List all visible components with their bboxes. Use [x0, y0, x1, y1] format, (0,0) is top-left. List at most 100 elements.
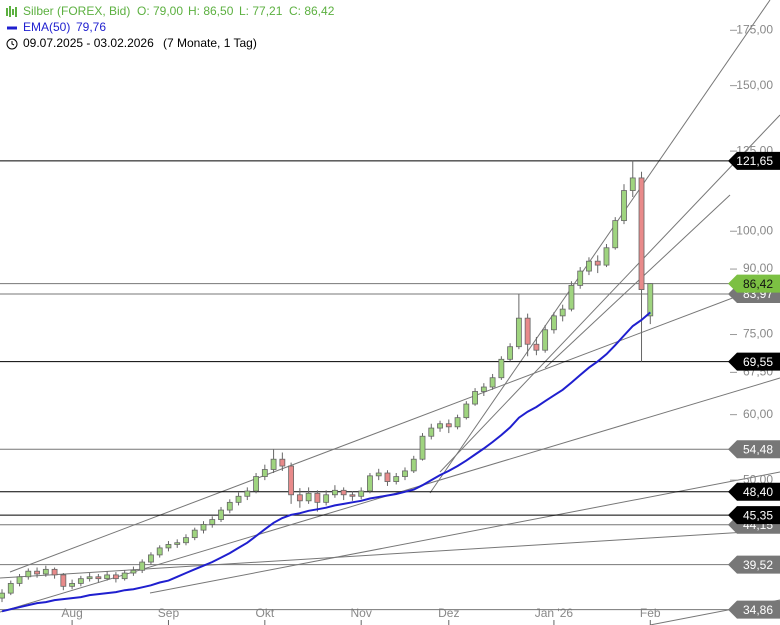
candle-body [86, 576, 93, 580]
candle-body [577, 270, 584, 286]
candle-body [323, 494, 330, 503]
candle-body [51, 568, 58, 576]
candle-body [568, 284, 575, 310]
candle-body [95, 576, 102, 580]
candle-body [358, 490, 365, 497]
level-tag [728, 555, 780, 574]
level-tag-label: 34,86 [743, 603, 773, 617]
candle-body [235, 495, 242, 503]
candle-body [16, 576, 23, 584]
trend-line [149, 471, 780, 594]
candle-body [104, 574, 111, 580]
candle-body [472, 391, 478, 405]
candle-body [419, 435, 426, 460]
trend-line [544, 194, 731, 369]
instrument-name: Silber (FOREX, Bid) [23, 4, 130, 18]
candle-body [402, 470, 408, 477]
candle-body [200, 523, 207, 531]
candle-body [428, 427, 435, 437]
candle-body [34, 570, 40, 575]
ema-name: EMA(50) [23, 20, 70, 34]
candle-body [515, 317, 522, 348]
x-tick-label: Feb [640, 606, 661, 620]
candle-body [60, 574, 67, 587]
candle-body [489, 377, 496, 388]
level-tag-label: 86,42 [743, 277, 773, 291]
trend-line [9, 279, 780, 573]
candle-body [148, 554, 154, 563]
candle-body [156, 547, 163, 556]
ema-last: 79,76 [76, 20, 106, 34]
candle-body [288, 465, 295, 496]
candle-body [603, 247, 610, 266]
candle-body [559, 308, 566, 317]
candle-body [332, 489, 338, 496]
level-tag [728, 506, 780, 525]
level-tag-label: 54,48 [743, 442, 773, 456]
ohlc-low: L: 77,21 [239, 4, 283, 18]
y-tick-label: 150,00 [736, 78, 773, 92]
x-tick-label: Dez [438, 606, 459, 620]
candle-body [375, 472, 382, 477]
candle-body [244, 490, 251, 497]
y-tick-label: 100,00 [736, 223, 773, 237]
x-tick-label: Sep [158, 606, 180, 620]
level-tag-label: 39,52 [743, 558, 773, 572]
candle-body [594, 260, 601, 266]
candle-body [480, 386, 487, 392]
period-note: (7 Monate, 1 Tag) [163, 36, 257, 50]
candle-body [112, 574, 119, 580]
candle-body [261, 469, 268, 477]
level-tag-label: 121,65 [736, 154, 773, 168]
candle-body [121, 572, 128, 580]
x-tick-label: Okt [255, 606, 274, 620]
ohlc-open: O: 79,00 [137, 4, 183, 18]
ema-line [1, 311, 651, 613]
candle-body [586, 260, 592, 272]
trend-line [0, 529, 780, 579]
candle-body [183, 537, 189, 544]
y-tick-label: 75,00 [743, 327, 773, 341]
candle-body [507, 346, 514, 360]
level-tag [728, 440, 780, 459]
candle-body [305, 492, 312, 502]
ohlc-high: H: 86,50 [188, 4, 234, 18]
candle-body [384, 472, 391, 482]
candle-icon [6, 6, 17, 17]
candle-body [612, 220, 619, 249]
candle-body [191, 529, 198, 539]
candle-body [437, 423, 443, 429]
candle-body [0, 592, 5, 599]
candle-body [463, 403, 470, 419]
candle-body [542, 329, 549, 351]
legend: Silber (FOREX, Bid) O: 79,00 H: 86,50 L:… [6, 4, 335, 50]
candle-body [314, 492, 321, 503]
candle-body [226, 501, 233, 511]
candle-body [454, 417, 461, 428]
candle-body [629, 177, 636, 191]
level-tag [728, 274, 780, 293]
period: 09.07.2025 - 03.02.2026 [23, 36, 154, 50]
candle-body [340, 489, 347, 496]
candle-body [7, 583, 14, 594]
level-tag [728, 482, 780, 501]
candle-body [410, 458, 417, 472]
candle-body [279, 458, 286, 467]
clock-hand [11, 41, 15, 46]
y-tick-label: 60,00 [743, 407, 773, 421]
candle-body [165, 544, 172, 549]
level-tag [728, 600, 780, 619]
candle-body [533, 343, 540, 351]
candle-body [445, 423, 452, 428]
clock-icon [6, 38, 18, 50]
candle-body [270, 458, 277, 470]
x-tick-label: Jan '26 [535, 606, 574, 620]
candle-body [209, 519, 216, 525]
candle-body [349, 494, 356, 497]
y-tick-label: 90,00 [743, 261, 773, 275]
ohlc-close: C: 86,42 [289, 4, 335, 18]
candle-body [42, 568, 49, 575]
candle-body [647, 283, 654, 317]
candle-body [551, 315, 557, 331]
